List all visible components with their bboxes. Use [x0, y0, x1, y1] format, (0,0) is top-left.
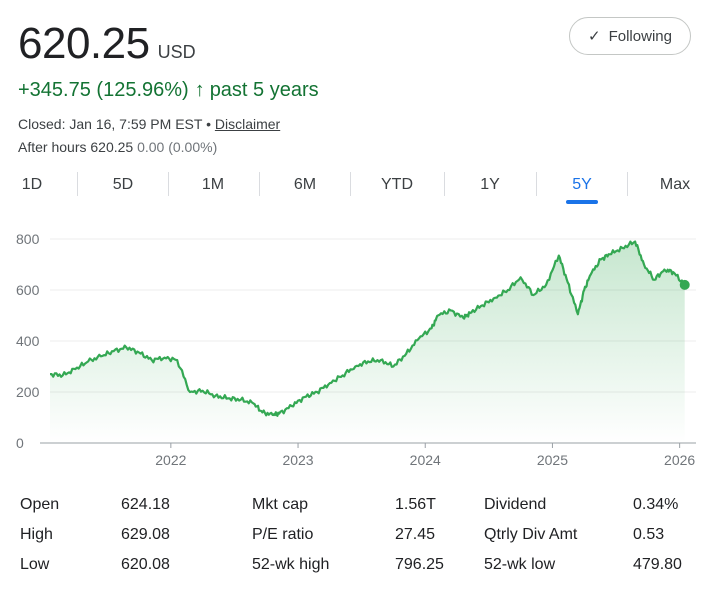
closed-info: Closed: Jan 16, 7:59 PM EST • Disclaimer	[18, 116, 280, 132]
tab-divider	[168, 172, 169, 196]
tab-5y[interactable]: 5Y	[559, 170, 605, 204]
tab-divider	[77, 172, 78, 196]
tab-divider	[259, 172, 260, 196]
closed-time: Closed: Jan 16, 7:59 PM EST	[18, 116, 203, 132]
y-tick-label: 800	[16, 231, 40, 247]
stat-label-qtrly-div: Qtrly Div Amt	[484, 526, 578, 543]
tab-1d[interactable]: 1D	[21, 176, 43, 193]
price-line	[50, 240, 686, 417]
stat-value-open: 624.18	[121, 496, 170, 513]
check-icon: ✓	[588, 28, 601, 45]
stat-value-qtrly-div: 0.53	[633, 526, 665, 543]
after-hours-price: After hours 620.25	[18, 139, 134, 155]
stat-label-dividend: Dividend	[484, 496, 547, 513]
stat-value-52wk-low: 479.80	[633, 556, 682, 573]
tab-ytd[interactable]: YTD	[381, 176, 413, 193]
change-value: +345.75 (125.96%)	[18, 79, 189, 101]
tab-divider	[444, 172, 445, 196]
stat-label-open: Open	[20, 496, 60, 513]
x-tick-label: 2024	[410, 452, 441, 468]
y-tick-label: 600	[16, 282, 40, 298]
currency-label: USD	[157, 42, 196, 62]
price-area	[50, 241, 685, 443]
y-tick-label: 200	[16, 384, 40, 400]
x-tick-label: 2025	[537, 452, 568, 468]
up-arrow-icon: ↑	[194, 79, 205, 101]
change-period: past 5 years	[209, 79, 319, 101]
stat-value-mkt-cap: 1.56T	[395, 496, 436, 513]
y-tick-label: 400	[16, 333, 40, 349]
disclaimer-link[interactable]: Disclaimer	[214, 116, 281, 132]
price-chart[interactable]: 0 200 400 600 800 2022 2023 2024 2025 2026	[0, 222, 711, 472]
tab-5d[interactable]: 5D	[112, 176, 134, 193]
x-tick-label: 2022	[155, 452, 186, 468]
price-change: +345.75 (125.96%) ↑ past 5 years	[18, 79, 319, 102]
x-tick-label: 2023	[282, 452, 313, 468]
range-tabs: 1D 5D 1M 6M YTD 1Y 5Y Max	[0, 170, 711, 204]
tab-divider	[350, 172, 351, 196]
tab-6m[interactable]: 6M	[293, 176, 317, 193]
following-button[interactable]: ✓ Following	[569, 17, 691, 55]
x-axis: 2022 2023 2024 2025 2026	[155, 443, 695, 468]
last-price-marker	[679, 279, 690, 290]
current-price: 620.25	[18, 19, 150, 68]
stat-value-52wk-high: 796.25	[395, 556, 444, 573]
tab-max[interactable]: Max	[659, 176, 691, 193]
price-header: 620.25 USD	[18, 20, 196, 68]
tab-1m[interactable]: 1M	[201, 176, 225, 193]
y-axis: 0 200 400 600 800	[16, 231, 40, 451]
tab-divider	[627, 172, 628, 196]
stat-label-low: Low	[20, 556, 50, 573]
stat-label-pe-ratio: P/E ratio	[252, 526, 314, 543]
tab-divider	[536, 172, 537, 196]
stat-label-mkt-cap: Mkt cap	[252, 496, 309, 513]
stat-value-pe-ratio: 27.45	[395, 526, 436, 543]
stat-value-dividend: 0.34%	[633, 496, 679, 513]
x-tick-label: 2026	[664, 452, 695, 468]
tab-1y[interactable]: 1Y	[480, 176, 500, 193]
after-hours-change: 0.00 (0.00%)	[137, 139, 218, 155]
separator-dot: •	[206, 116, 211, 132]
stat-value-high: 629.08	[121, 526, 170, 543]
y-tick-label: 0	[16, 435, 24, 451]
stat-label-high: High	[20, 526, 53, 543]
following-label: Following	[608, 27, 672, 45]
stat-label-52wk-low: 52-wk low	[484, 556, 556, 573]
after-hours-info: After hours 620.25 0.00 (0.00%)	[18, 139, 217, 155]
stat-value-low: 620.08	[121, 556, 170, 573]
stat-label-52wk-high: 52-wk high	[252, 556, 330, 573]
